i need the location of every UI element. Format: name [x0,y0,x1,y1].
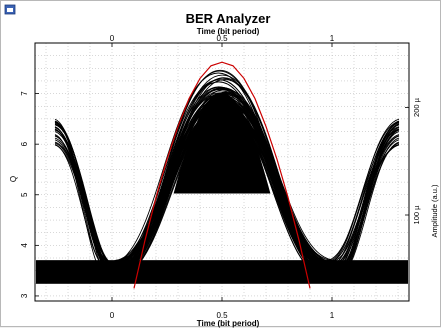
x-tick-label-bottom: 0 [110,311,115,320]
eye-trace-left [54,129,118,271]
eye-zero-band [36,260,408,284]
chart-title: BER Analyzer [186,11,271,26]
y-tick-label-left: 6 [20,141,29,146]
x-tick-label-bottom: 1 [330,311,335,320]
top-axis-label: Time (bit period) [197,27,260,36]
y-tick-label-right: 200 µ [412,97,421,117]
y-tick-label-right: 100 µ [412,205,421,225]
eye-trace-left [54,144,108,268]
eye-trace-left [54,123,116,266]
y-tick-label-left: 4 [20,243,29,248]
y-tick-label-left: 5 [20,192,29,197]
eye-trace [111,88,332,274]
eye-core [173,92,271,194]
eye-trace-right [335,137,400,280]
y-tick-label-left: 7 [20,91,29,96]
q-factor-line [133,61,311,289]
bottom-axis-label: Time (bit period) [197,319,260,328]
eye-trace-right [336,129,400,271]
eye-trace-right [327,144,400,268]
x-tick-label-top: 0 [110,34,115,43]
plot-axes: 0 0 0.5 0.5 1 1 3 4 5 6 7 100 µ 200 µ [20,34,421,320]
x-tick-label-bottom: 0.5 [216,311,228,320]
eye-trace-right [326,126,400,261]
q-factor-curve [133,61,311,289]
eye-trace-right [335,123,400,266]
x-tick-label-top: 1 [330,34,335,43]
chart-window-icon[interactable] [4,4,16,15]
x-tick-label-top: 0.5 [216,34,228,43]
eye-trace [114,79,335,276]
eye-trace-left [54,137,116,280]
right-axis-label: Amplitude (a.u.) [430,184,439,237]
y-tick-label-left: 3 [20,293,29,298]
eye-trace-right [326,120,400,263]
eye-trace-right [335,120,400,279]
eye-trace-left [54,120,116,279]
left-axis-label: Q [9,176,18,182]
